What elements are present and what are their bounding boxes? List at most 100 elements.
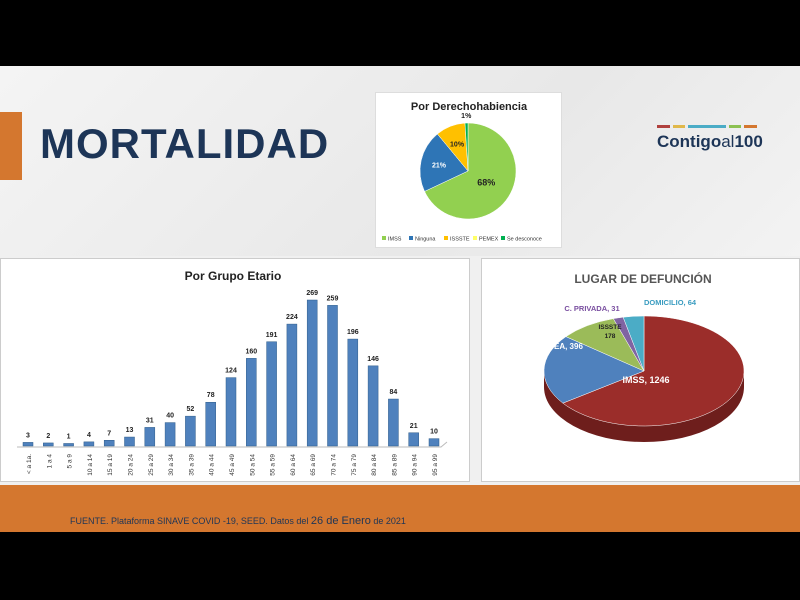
bar <box>124 436 135 447</box>
bar <box>164 422 176 447</box>
legend-item: ISSSTE <box>450 237 470 243</box>
date-de: de <box>323 515 342 527</box>
legend-swatch <box>501 236 505 240</box>
bar <box>63 443 74 447</box>
bar <box>327 305 338 447</box>
pie-slice-imss <box>562 315 745 427</box>
tick-label: 65 a 69 <box>310 454 317 476</box>
data-label: 31 <box>146 417 154 424</box>
date-year: de 2021 <box>370 516 406 526</box>
chart-title: Por Grupo Etario <box>185 269 282 283</box>
tick-label: 60 a 64 <box>290 454 297 476</box>
source-text: FUENTE. Plataforma SINAVE COVID -19, SEE… <box>70 516 311 526</box>
source-note: FUENTE. Plataforma SINAVE COVID -19, SEE… <box>70 515 406 527</box>
data-label: 21 <box>410 423 418 430</box>
bar <box>388 398 399 447</box>
pie-slice-se-desconoce <box>464 122 469 172</box>
data-label: 13 <box>126 427 134 434</box>
data-label: 160 <box>245 348 257 355</box>
legend-item: Ninguna <box>415 237 436 243</box>
bar <box>225 377 237 447</box>
tick-label: 75 a 79 <box>351 454 358 476</box>
data-label: 7 <box>107 430 111 437</box>
pie-slice-imss <box>424 122 517 220</box>
footer-band: FUENTE. Plataforma SINAVE COVID -19, SEE… <box>0 485 800 532</box>
legend-item: Se desconoce <box>507 237 542 243</box>
chart-title: Por Derechohabiencia <box>411 101 528 113</box>
bar <box>408 432 419 447</box>
data-label: 2 <box>46 433 50 440</box>
bar <box>43 442 54 447</box>
data-label: 269 <box>306 290 318 297</box>
logo: Contigoal100 <box>657 125 763 152</box>
legend-item: PEMEX <box>479 237 499 243</box>
bar <box>205 401 216 447</box>
slice-label: 10% <box>450 141 465 148</box>
tick-label: 90 a 94 <box>412 454 419 476</box>
date-day: 26 <box>310 515 324 527</box>
bar <box>367 365 379 447</box>
tick-label: 40 a 44 <box>209 454 216 476</box>
data-label: 124 <box>225 368 237 375</box>
data-label: 196 <box>347 329 359 336</box>
slice-label: IMSS, 1246 <box>622 375 669 385</box>
tick-label: 95 a 99 <box>432 454 439 476</box>
bar <box>347 338 359 447</box>
legend-swatch <box>409 236 413 240</box>
slice-label: 68% <box>477 178 495 188</box>
tick-label: 85 a 89 <box>391 454 398 476</box>
data-label: 78 <box>207 392 215 399</box>
data-label: 4 <box>87 432 91 439</box>
pie-slice-issea <box>543 336 645 404</box>
data-label: 146 <box>367 356 379 363</box>
bar <box>83 441 95 447</box>
data-label: 40 <box>166 413 174 420</box>
slice-label: ISSEA, 396 <box>541 342 583 351</box>
tick-label: 25 a 29 <box>148 454 155 476</box>
data-label: 259 <box>327 295 339 302</box>
tick-label: 30 a 34 <box>168 454 175 476</box>
tick-label: 5 a 9 <box>67 454 74 469</box>
bar <box>22 442 34 447</box>
header-panel: MORTALIDAD Contigoal100 Por Derechohabie… <box>0 66 800 256</box>
place-of-death-chart: LUGAR DE DEFUNCIÓN IMSS, 1246 ISSEA, 396 IS… <box>481 258 800 482</box>
age-group-chart: Por Grupo Etario 3 < a 1a. 2 1 a 4 1 5 a 9 4 10 … <box>0 258 470 482</box>
slide: MORTALIDAD Contigoal100 Por Derechohabie… <box>0 66 800 532</box>
data-label: 191 <box>266 332 278 339</box>
chart-title: LUGAR DE DEFUNCIÓN <box>574 271 711 286</box>
date-month: Enero <box>341 515 371 527</box>
bar <box>246 358 257 447</box>
slice-label: 21% <box>432 163 447 170</box>
bar <box>306 299 318 447</box>
tick-label: 10 a 14 <box>87 454 94 476</box>
tick-label: 1 a 4 <box>46 454 53 469</box>
page-title: MORTALIDAD <box>40 120 330 167</box>
logo-text: Contigo <box>657 132 722 151</box>
slice-label: DOMICILIO, 64 <box>644 298 697 307</box>
pie-slice-domicilio <box>622 315 645 372</box>
bar <box>286 323 298 447</box>
slice-label: C. PRIVADA, 31 <box>564 304 619 313</box>
bar <box>103 440 115 447</box>
data-label: 10 <box>430 429 438 436</box>
data-label: 52 <box>187 406 195 413</box>
tick-label: 70 a 74 <box>331 454 338 476</box>
logo-text-al: al <box>721 132 735 151</box>
tick-label: 20 a 24 <box>128 454 135 476</box>
tick-label: 80 a 84 <box>371 454 378 476</box>
tick-label: 35 a 39 <box>188 454 195 476</box>
logo-text-num: 100 <box>734 132 763 151</box>
data-label: 224 <box>286 314 298 321</box>
bar <box>185 415 196 447</box>
tick-label: < a 1a. <box>26 454 33 474</box>
legend-swatch <box>382 236 386 240</box>
legend-item: IMSS <box>388 237 402 243</box>
bar <box>144 427 156 447</box>
slice-value: 178 <box>605 333 616 340</box>
accent-bar <box>0 112 22 180</box>
data-label: 1 <box>67 433 71 440</box>
tick-label: 50 a 54 <box>249 454 256 476</box>
data-label: 3 <box>26 432 30 439</box>
bar <box>428 438 440 447</box>
pie-slice-ninguna <box>419 133 469 192</box>
